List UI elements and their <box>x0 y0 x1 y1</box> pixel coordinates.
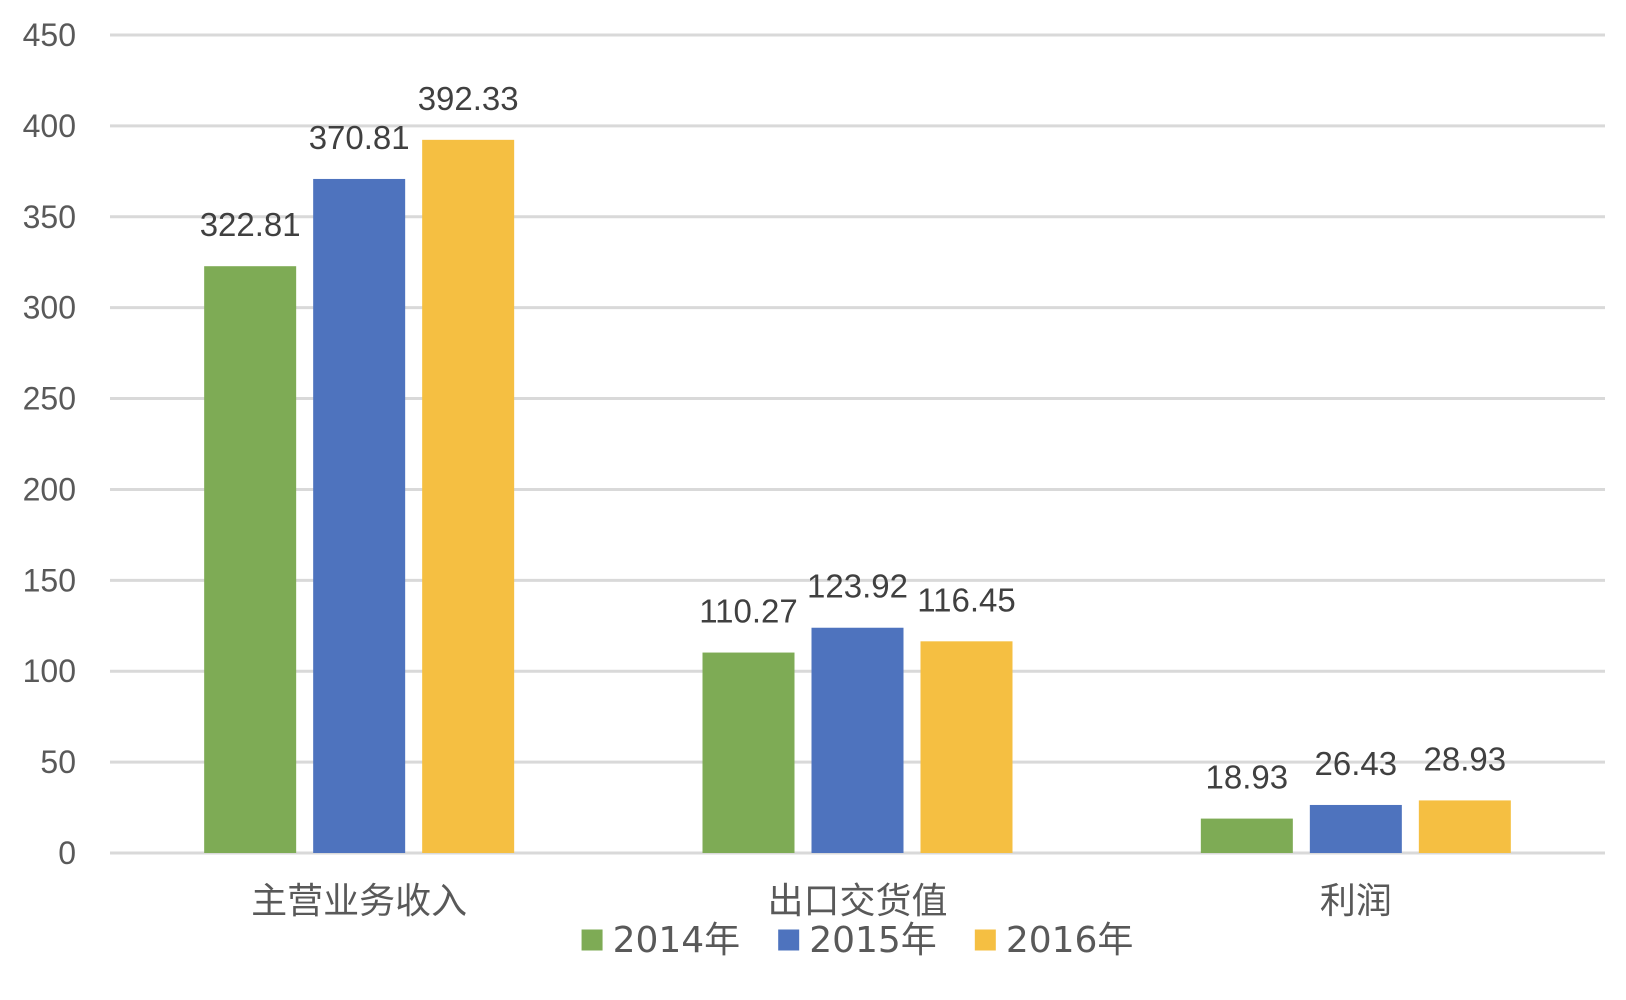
y-tick-label: 200 <box>23 471 76 507</box>
bar <box>920 641 1013 853</box>
y-tick-label: 450 <box>23 17 76 53</box>
data-label: 370.81 <box>309 119 410 156</box>
legend-label: 2015年 <box>809 920 937 961</box>
bar <box>1200 818 1293 853</box>
y-axis-ticks: 0 50 100 150 200 250 300 350 400 450 <box>23 17 76 871</box>
bar <box>313 178 406 853</box>
data-label: 28.93 <box>1424 740 1507 777</box>
category-label: 利润 <box>1320 881 1392 922</box>
legend: 2014年 2015年 2016年 <box>581 920 1134 961</box>
legend-swatch <box>778 929 800 951</box>
data-label: 26.43 <box>1315 745 1398 782</box>
data-label: 392.33 <box>418 80 519 117</box>
x-axis-categories: 主营业务收入 出口交货值 利润 <box>251 881 1392 922</box>
y-tick-label: 350 <box>23 199 76 235</box>
bar <box>422 139 515 853</box>
data-label: 322.81 <box>200 206 301 243</box>
bar <box>204 266 297 854</box>
category-label: 主营业务收入 <box>251 881 467 922</box>
y-tick-label: 50 <box>40 744 76 780</box>
bar <box>811 627 904 853</box>
bar <box>702 652 795 853</box>
y-tick-label: 400 <box>23 108 76 144</box>
legend-swatch <box>974 929 996 951</box>
bars <box>204 139 1511 854</box>
data-label: 110.27 <box>699 593 797 630</box>
data-label: 18.93 <box>1206 759 1289 796</box>
data-label: 123.92 <box>807 568 908 605</box>
legend-label: 2014年 <box>613 920 741 961</box>
category-label: 出口交货值 <box>767 881 947 922</box>
bar <box>1418 800 1511 853</box>
y-tick-label: 300 <box>23 290 76 326</box>
bar <box>1309 804 1402 853</box>
legend-label: 2016年 <box>1006 920 1134 961</box>
data-label: 116.45 <box>917 581 1015 618</box>
legend-swatch <box>581 929 603 951</box>
y-tick-label: 250 <box>23 381 76 417</box>
y-tick-label: 0 <box>58 835 76 871</box>
y-tick-label: 100 <box>23 653 76 689</box>
y-tick-label: 150 <box>23 562 76 598</box>
